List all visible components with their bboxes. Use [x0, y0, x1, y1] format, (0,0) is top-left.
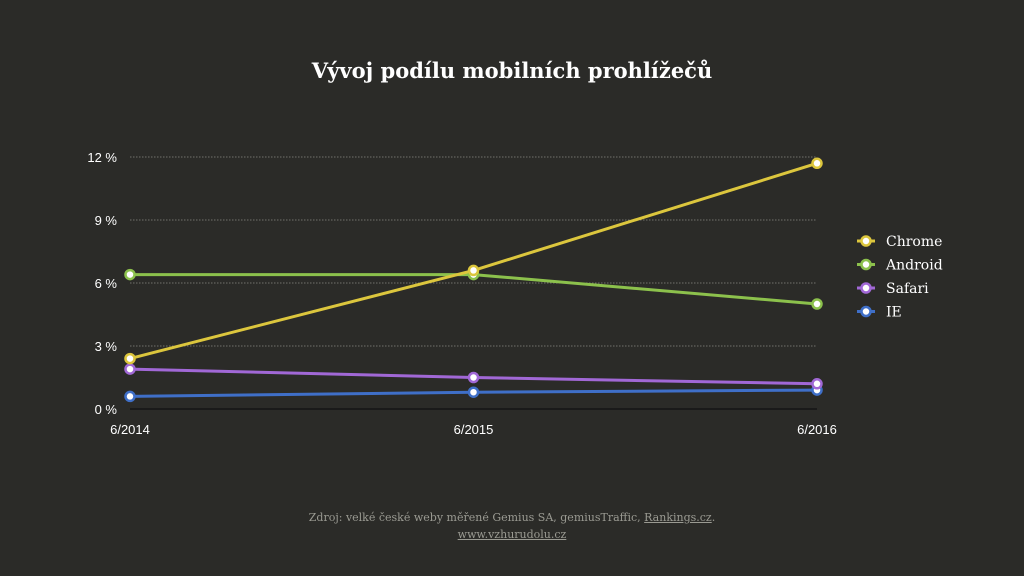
data-point-ie [124, 390, 136, 403]
data-point-android [124, 268, 136, 281]
data-point-ie [467, 386, 480, 398]
series-line-chrome [129, 161, 818, 361]
legend-marker-chrome [860, 235, 872, 247]
x-tick-label: 6/2015 [454, 422, 494, 437]
legend-label-ie: IE [886, 305, 902, 321]
rankings-link[interactable]: Rankings.cz [644, 511, 712, 524]
source-suffix: . [711, 511, 716, 524]
data-point-chrome [811, 157, 823, 170]
source-text: Zdroj: velké české weby měřené Gemius SA… [308, 511, 641, 524]
y-tick-label: 12 % [87, 150, 117, 165]
data-point-safari [811, 378, 823, 390]
site-link[interactable]: www.vzhurudolu.cz [457, 528, 567, 541]
chart-title: Vývoj podílu mobilních prohlížečů [311, 58, 713, 83]
site-line: www.vzhurudolu.cz [0, 526, 1024, 543]
data-point-chrome [124, 352, 136, 365]
legend-marker-android [860, 258, 872, 271]
y-tick-label: 0 % [95, 402, 118, 417]
legend-marker-safari [860, 282, 872, 294]
y-tick-label: 9 % [95, 213, 118, 228]
legend-label-safari: Safari [886, 281, 929, 297]
x-tick-label: 6/2016 [797, 422, 837, 437]
y-tick-label: 3 % [95, 339, 118, 354]
data-point-android [811, 298, 823, 310]
y-tick-label: 6 % [95, 276, 118, 291]
legend-label-chrome: Chrome [886, 234, 942, 250]
source-line: Zdroj: velké české weby měřené Gemius SA… [0, 509, 1024, 526]
footer: Zdroj: velké české weby měřené Gemius SA… [0, 509, 1024, 543]
x-tick-label: 6/2014 [110, 422, 150, 437]
legend-marker-ie [860, 305, 872, 318]
data-point-safari [467, 371, 480, 384]
data-point-safari [124, 363, 136, 375]
legend-label-android: Android [885, 258, 943, 274]
data-point-chrome [467, 264, 480, 277]
